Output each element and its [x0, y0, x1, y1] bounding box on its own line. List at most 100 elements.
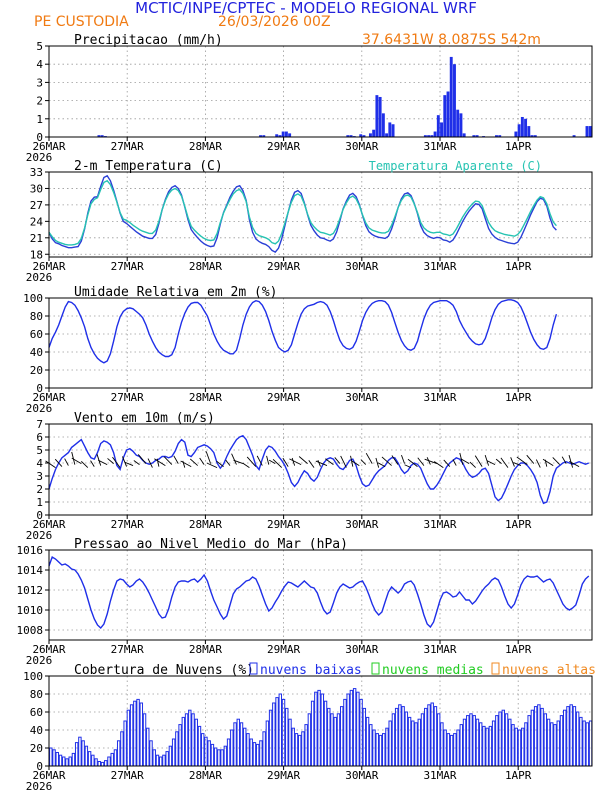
precip-bar: [572, 135, 576, 137]
precip-bar: [440, 122, 443, 137]
wind-vector: [469, 461, 476, 468]
cloud-bar-low: [382, 733, 386, 767]
wind-vector: [154, 458, 166, 466]
wind-vector: [112, 456, 121, 468]
cloud-bar-low: [411, 720, 415, 767]
y-tick-label: 1012: [17, 584, 44, 597]
precip-bar: [585, 126, 589, 137]
precip-bar: [588, 126, 592, 137]
y-tick-label: 0: [36, 760, 43, 773]
x-tick-label: 29MAR: [267, 391, 300, 404]
x-tick-label: 31MAR: [423, 140, 456, 153]
panel-frame: [48, 45, 593, 138]
cloud-bar-low: [123, 720, 127, 767]
cloud-bar-low: [304, 724, 308, 767]
cloud-bar-low: [162, 754, 166, 767]
cloud-bar-low: [197, 725, 202, 767]
x-tick-label: 27MAR: [111, 643, 144, 656]
wind-vector: [486, 460, 496, 466]
precip-bar: [495, 135, 498, 137]
cloud-bar-low: [207, 740, 211, 767]
cloud-bar-low: [52, 749, 56, 767]
cloud-bar-low: [323, 700, 328, 767]
cloud-bar-low: [511, 724, 515, 767]
wind-vector: [317, 459, 321, 467]
cloud-bar-low: [359, 698, 363, 767]
x-tick-label: 26MAR: [32, 518, 65, 531]
wind-vector: [54, 458, 63, 467]
x-tick-label: 30MAR: [345, 769, 378, 782]
y-tick-label: 30: [30, 182, 43, 195]
cloud-bar-low: [482, 725, 486, 767]
series-umidade-relativa-em-2m-: [48, 299, 558, 364]
run-label: 26/03/2026 00Z: [218, 14, 331, 30]
cloud-bar-low: [404, 711, 409, 767]
cloud-bar-low: [139, 702, 144, 767]
x-tick-label: 26MAR: [32, 140, 65, 153]
y-tick-label: 5: [36, 444, 43, 457]
x-tick-label: 28MAR: [189, 140, 222, 153]
cloud-bar-low: [407, 716, 412, 767]
cloud-bar-low: [394, 707, 399, 767]
cloud-bar-low: [243, 727, 247, 767]
cloud-bar-low: [84, 745, 89, 767]
cloud-bar-low: [220, 749, 224, 767]
cloud-bar-low: [94, 758, 98, 767]
cloud-bar-low: [236, 718, 240, 767]
y-tick-label: 40: [30, 346, 43, 359]
wind-vector: [97, 459, 108, 466]
cloud-bar-low: [314, 691, 318, 767]
y-tick-label: 24: [30, 215, 44, 228]
wind-vector: [377, 462, 386, 467]
y-tick-label: 7: [36, 418, 43, 431]
cloud-bar-low: [307, 713, 312, 767]
y-tick-label: 1: [36, 496, 43, 509]
wind-vector: [375, 457, 380, 468]
cloud-bar-low: [320, 693, 325, 767]
cloud-bar-low: [469, 713, 473, 767]
cloud-bar-low: [378, 734, 383, 767]
y-tick-label: 4: [36, 58, 43, 71]
wind-vector: [351, 460, 360, 466]
y-tick-label: 1: [36, 113, 43, 126]
legend-label-mid: nuvens medias: [382, 663, 484, 678]
wind-vector: [225, 459, 231, 466]
wind-vector: [460, 458, 470, 464]
precip-bar: [362, 135, 366, 137]
cloud-bar-low: [152, 749, 156, 767]
wind-vector: [216, 460, 224, 467]
cloud-bar-low: [74, 742, 79, 767]
x-tick-label: 1APR: [505, 643, 532, 656]
precip-bar: [472, 135, 476, 137]
cloud-bar-low: [553, 724, 557, 767]
cloud-bar-low: [146, 727, 150, 767]
cloud-bar-low: [488, 725, 493, 767]
series-pressao-ao-nivel-medio-do-mar-hpa-: [48, 555, 590, 630]
wind-vector: [266, 455, 270, 465]
x-tick-label: 1APR: [505, 140, 532, 153]
cloud-bar-low: [440, 722, 444, 767]
x-tick-label: 30MAR: [345, 518, 378, 531]
wind-vector: [360, 459, 367, 465]
cloud-bar-low: [582, 720, 586, 767]
cloud-bar-low: [414, 722, 418, 767]
x-tick-label: 31MAR: [423, 518, 456, 531]
precip-bar: [288, 133, 292, 137]
x-tick-label: 26MAR: [32, 643, 65, 656]
wind-vector: [173, 455, 179, 464]
wind-vector: [133, 460, 140, 465]
cloud-bar-low: [417, 718, 421, 767]
y-tick-label: 80: [30, 310, 43, 323]
cloud-bar-low: [58, 754, 63, 767]
wind-vector: [107, 458, 114, 464]
wind-vector: [163, 456, 173, 465]
cloud-bar-low: [533, 706, 538, 767]
precip-bar: [446, 91, 450, 137]
y-tick-label: 1014: [17, 564, 44, 577]
x-tick-label: 1APR: [505, 769, 532, 782]
cloud-bar-low: [575, 711, 580, 767]
y-tick-label: 80: [30, 688, 43, 701]
y-tick-label: 1008: [17, 624, 44, 637]
precip-bar: [436, 115, 440, 137]
precip-bar: [100, 135, 104, 137]
